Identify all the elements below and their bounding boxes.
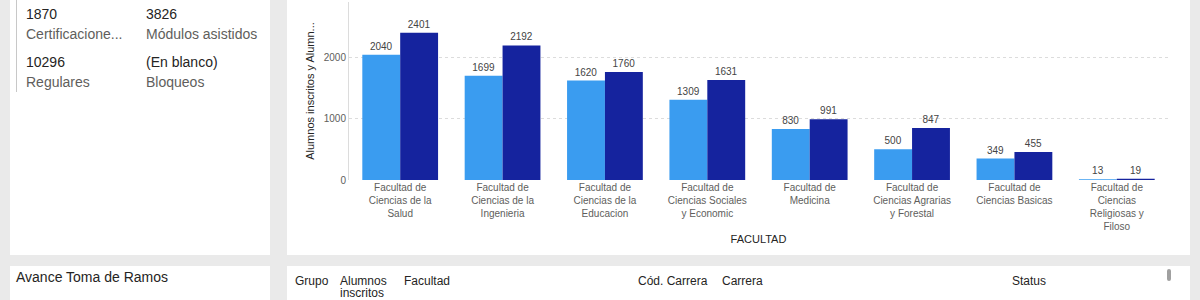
svg-text:2401: 2401 <box>408 19 431 30</box>
html-text:Regulares: Regulares <box>26 74 90 90</box>
html-text:Módulos asistidos: Módulos asistidos <box>146 26 258 42</box>
svg-text:Facultad deCiencias de laSalud: Facultad deCiencias de laSalud <box>369 182 432 219</box>
svg-text:19: 19 <box>1130 165 1142 176</box>
html-text:Avance Toma de Ramos: Avance Toma de Ramos <box>16 269 168 285</box>
svg-text:Facultad deCiencias Socialesy: Facultad deCiencias Socialesy Economic <box>668 182 747 219</box>
svg-text:1699: 1699 <box>472 62 495 73</box>
svg-text:Alumnos inscritos y Alumn...: Alumnos inscritos y Alumn... <box>304 22 316 160</box>
svg-text:Facultad deCiencias de laEduca: Facultad deCiencias de laEducacion <box>574 182 637 219</box>
svg-text:Facultad deCiencias Agrariasy: Facultad deCiencias Agrariasy Forestal <box>873 182 951 219</box>
svg-text:991: 991 <box>820 105 837 116</box>
svg-text:0: 0 <box>340 175 346 186</box>
svg-text:13: 13 <box>1092 165 1104 176</box>
svg-text:1309: 1309 <box>677 86 700 97</box>
svg-text:Facultad deCiencias Basicas: Facultad deCiencias Basicas <box>976 182 1052 206</box>
svg-text:1631: 1631 <box>715 66 738 77</box>
html-text:Bloqueos: Bloqueos <box>146 74 205 90</box>
html-text:Grupo: Grupo <box>295 274 329 288</box>
html-text:Certificacione...: Certificacione... <box>26 26 123 42</box>
svg-text:1620: 1620 <box>575 67 598 78</box>
svg-text:Facultad deCienciasReligiosas: Facultad deCienciasReligiosas yFiloso <box>1090 182 1144 232</box>
svg-text:847: 847 <box>922 114 939 125</box>
html-text:10296: 10296 <box>26 54 65 70</box>
svg-text:1760: 1760 <box>613 58 636 69</box>
svg-text:830: 830 <box>782 115 799 126</box>
svg-text:Facultad deMedicina: Facultad deMedicina <box>784 182 837 206</box>
svg-text:2192: 2192 <box>510 31 533 42</box>
svg-text:349: 349 <box>987 145 1004 156</box>
svg-text:455: 455 <box>1025 138 1042 149</box>
html-text:1870: 1870 <box>26 6 58 22</box>
html-text:(En blanco): (En blanco) <box>146 54 218 70</box>
svg-text:2040: 2040 <box>370 41 393 52</box>
html-text:3826: 3826 <box>146 6 178 22</box>
html-text:Cód. Carrera: Cód. Carrera <box>638 274 708 288</box>
svg-text:500: 500 <box>885 135 902 146</box>
svg-text:Facultad deCiencias de laIngen: Facultad deCiencias de laIngenieria <box>471 182 534 219</box>
html-text:Carrera: Carrera <box>722 274 763 288</box>
svg-text:FACULTAD: FACULTAD <box>731 233 787 245</box>
svg-text:2000: 2000 <box>324 52 347 63</box>
html-text:Status: Status <box>1012 274 1046 288</box>
html-text:Facultad: Facultad <box>404 274 450 288</box>
html-text:Alumnos inscritos: Alumnos inscritos <box>340 274 387 300</box>
svg-text:1000: 1000 <box>324 113 347 124</box>
